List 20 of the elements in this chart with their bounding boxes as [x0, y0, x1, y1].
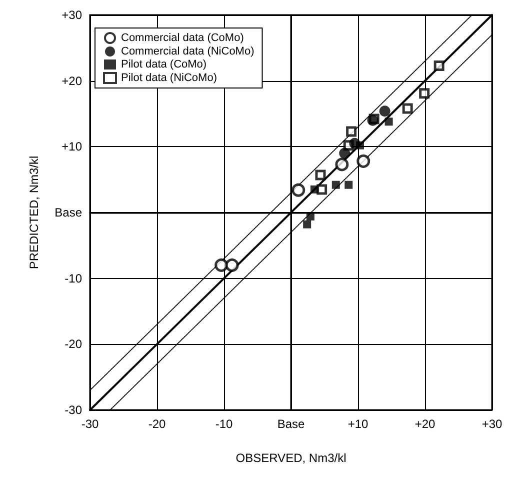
y-tick-label: -30 [64, 403, 82, 417]
legend-label: Commercial data (CoMo) [121, 32, 244, 44]
x-axis-title: OBSERVED, Nm3/kl [236, 451, 346, 465]
x-tick-label: +20 [414, 417, 436, 431]
x-tick-label: Base [277, 417, 305, 431]
y-tick-label: +20 [62, 74, 82, 88]
y-tick-label: -20 [64, 337, 82, 352]
y-tick-label: +10 [62, 140, 82, 154]
y-tick-label: Base [54, 206, 82, 220]
y-axis-title: PREDICTED, Nm3/kl [27, 156, 41, 270]
x-tick-label: -20 [148, 417, 166, 431]
legend-label: Pilot data (NiCoMo) [121, 72, 217, 84]
x-tick-label: -30 [81, 417, 99, 431]
x-tick-label: +10 [348, 417, 368, 431]
x-tick-label: -10 [215, 417, 233, 431]
y-tick-label: +30 [62, 8, 82, 22]
x-tick-label: +30 [482, 417, 502, 431]
legend-label: Commercial data (NiCoMo) [121, 46, 254, 58]
legend-label: Pilot data (CoMo) [121, 58, 207, 70]
y-tick-label: -10 [64, 271, 82, 286]
